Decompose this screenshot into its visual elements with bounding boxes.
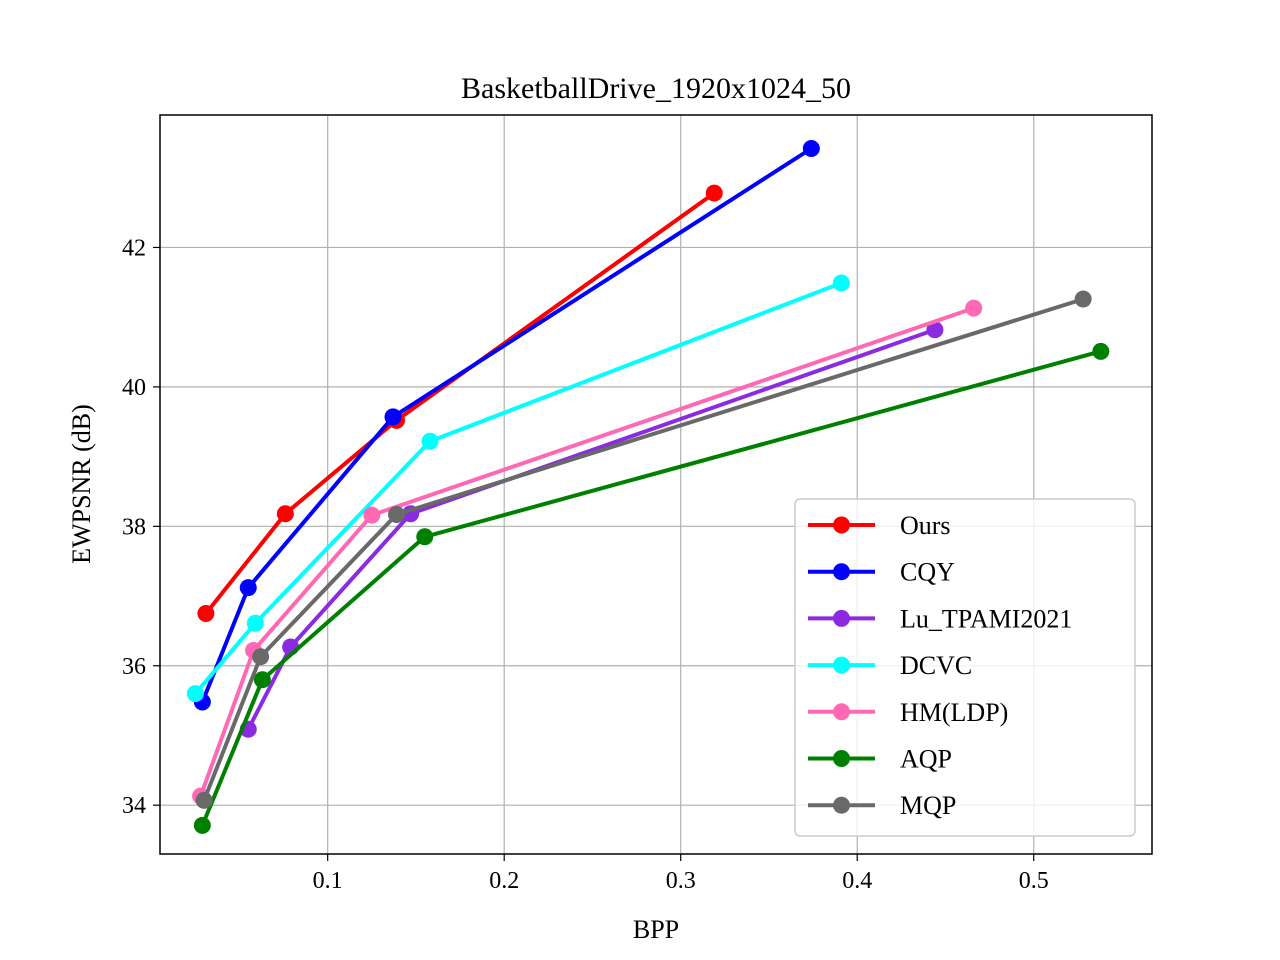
legend-label: CQY — [900, 558, 955, 587]
legend-item: DCVC — [808, 651, 972, 680]
legend-label: MQP — [900, 791, 956, 820]
data-point — [186, 685, 204, 703]
legend-box — [794, 498, 1136, 837]
series-line — [246, 327, 937, 732]
x-tick-label: 0.5 — [1019, 868, 1049, 894]
series-group — [186, 139, 1110, 834]
x-tick-label: 0.1 — [313, 868, 343, 894]
series-DCVC — [186, 274, 850, 703]
y-tick-label: 36 — [122, 654, 146, 680]
data-point — [416, 528, 434, 546]
legend-item: MQP — [808, 791, 956, 820]
data-point — [195, 791, 213, 809]
series-line — [193, 281, 844, 696]
legend-label: AQP — [900, 745, 952, 774]
data-point — [193, 816, 211, 834]
data-point — [384, 408, 402, 426]
y-tick-label: 42 — [122, 235, 146, 261]
data-point — [705, 184, 723, 202]
axis-ticks: 0.1 0.2 0.3 0.4 0.5 34 36 38 40 42 — [122, 235, 1049, 894]
data-point — [276, 505, 294, 523]
legend-marker — [833, 516, 850, 534]
x-tick-label: 0.3 — [666, 868, 696, 894]
grid-lines — [160, 115, 1152, 854]
legend-item: CQY — [808, 558, 955, 587]
data-point — [246, 614, 264, 632]
legend-label: DCVC — [900, 651, 972, 680]
data-point — [802, 139, 820, 157]
data-point — [1092, 342, 1110, 360]
legend-label: Lu_TPAMI2021 — [900, 604, 1072, 633]
legend-marker — [833, 609, 850, 627]
series-AQP — [193, 342, 1110, 834]
series-line — [198, 306, 976, 799]
y-axis-label: EWPSNR (dB) — [67, 404, 96, 564]
legend-marker — [833, 563, 850, 581]
series-line — [202, 297, 1086, 803]
data-point — [363, 506, 381, 524]
x-tick-label: 0.4 — [842, 868, 872, 894]
legend-label: HM(LDP) — [900, 698, 1008, 727]
chart-title: BasketballDrive_1920x1024_50 — [461, 72, 851, 105]
legend-item: AQP — [808, 745, 952, 774]
data-point — [197, 604, 215, 622]
series-line — [200, 146, 814, 704]
data-point — [253, 671, 271, 689]
legend-marker — [833, 796, 850, 814]
y-tick-label: 40 — [122, 375, 146, 401]
data-point — [421, 432, 439, 450]
legend: Ours CQY Lu_TPAMI2021 DCVC HM(LDP) AQP MQP — [794, 498, 1136, 837]
legend-marker — [833, 703, 850, 721]
data-point — [252, 648, 270, 666]
legend-items: Ours CQY Lu_TPAMI2021 DCVC HM(LDP) AQP MQP — [808, 511, 1072, 820]
y-tick-label: 38 — [122, 514, 146, 540]
series-Ours — [197, 184, 723, 622]
legend-label: Ours — [900, 511, 951, 540]
series-line — [203, 191, 717, 616]
data-point — [1074, 290, 1092, 308]
series-line — [200, 349, 1103, 828]
data-point — [832, 274, 850, 292]
data-point — [926, 321, 944, 339]
data-point — [388, 505, 406, 523]
series-MQP — [195, 290, 1092, 809]
legend-item: Lu_TPAMI2021 — [808, 604, 1072, 633]
legend-marker — [833, 750, 850, 767]
legend-item: HM(LDP) — [808, 698, 1008, 727]
legend-item: Ours — [808, 511, 951, 540]
x-tick-label: 0.2 — [489, 868, 519, 894]
legend-marker — [833, 656, 850, 674]
series-CQY — [193, 139, 820, 711]
x-axis-label: BPP — [633, 915, 679, 944]
data-point — [965, 299, 983, 317]
y-tick-label: 34 — [122, 793, 146, 819]
data-point — [239, 579, 257, 597]
plot-area-frame — [159, 114, 1153, 855]
